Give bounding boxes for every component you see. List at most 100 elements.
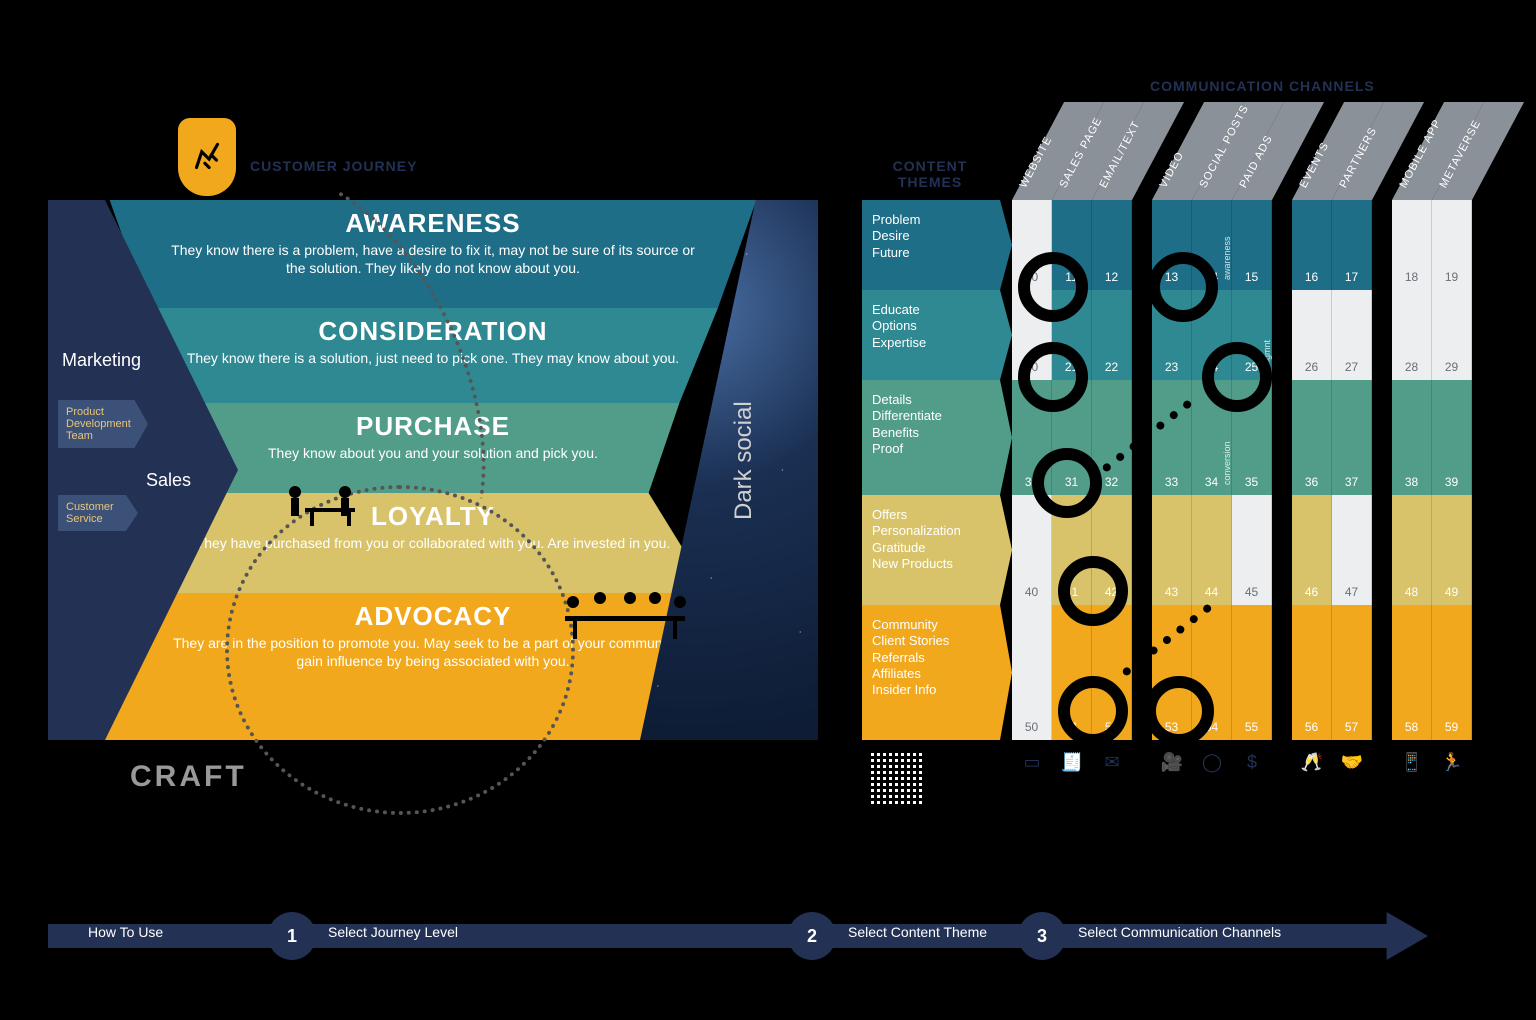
channel-header: MOBILE APP [1392, 102, 1432, 200]
step-2-circle: 2 [788, 912, 836, 960]
cell-57: 57 [1332, 605, 1372, 740]
theme-line: Options [872, 318, 1002, 334]
step-1-circle: 1 [268, 912, 316, 960]
theme-line: Proof [872, 441, 1002, 457]
step-3-label: Select Communication Channels [1078, 924, 1281, 940]
vertical-label-awareness: awareness [1222, 236, 1232, 280]
channel-icon: 🏃 [1432, 748, 1472, 776]
highlight-ring [1148, 252, 1218, 322]
channel-icon: ▭ [1012, 748, 1052, 776]
theme-line: Client Stories [872, 633, 1002, 649]
highlight-ring [1058, 676, 1128, 746]
theme-line: Personalization [872, 523, 1002, 539]
how-to-use-label: How To Use [88, 924, 163, 940]
step-2-label: Select Content Theme [848, 924, 987, 940]
channel-icon: ✉ [1092, 748, 1132, 776]
cell-55: 55 [1232, 605, 1272, 740]
theme-line: Community [872, 617, 1002, 633]
channel-header: EVENTS [1292, 102, 1332, 200]
cell-22: 22 [1092, 290, 1132, 380]
communication-channels-title: COMMUNICATION CHANNELS [1150, 78, 1375, 94]
cell-46: 46 [1292, 495, 1332, 605]
highlight-ring [1032, 448, 1102, 518]
channel-col-paid-ads: PAID ADS1525354555 [1232, 200, 1272, 740]
group-table-icon [555, 590, 695, 645]
customer-journey-title: CUSTOMER JOURNEY [250, 158, 417, 174]
theme-line: Future [872, 245, 1002, 261]
cell-59: 59 [1432, 605, 1472, 740]
vertical-label-conversion: conversion [1222, 441, 1232, 485]
channel-header: METAVERSE [1432, 102, 1472, 200]
theme-line: Details [872, 392, 1002, 408]
highlight-ring [1018, 252, 1088, 322]
cell-12: 12 [1092, 200, 1132, 290]
cell-16: 16 [1292, 200, 1332, 290]
step-3-circle: 3 [1018, 912, 1066, 960]
theme-line: Benefits [872, 425, 1002, 441]
theme-line: Affiliates [872, 666, 1002, 682]
cell-44: 44 [1192, 495, 1232, 605]
channel-header: SOCIAL POSTS [1192, 102, 1232, 200]
cell-38: 38 [1392, 380, 1432, 495]
theme-line: Offers [872, 507, 1002, 523]
cell-26: 26 [1292, 290, 1332, 380]
cell-43: 43 [1152, 495, 1192, 605]
step-figure-icon [293, 864, 333, 914]
cell-17: 17 [1332, 200, 1372, 290]
cell-33: 33 [1152, 380, 1192, 495]
qr-code [868, 752, 923, 807]
channel-icon: 🧾 [1052, 748, 1092, 776]
channel-icon: 🎥 [1152, 748, 1192, 776]
cell-47: 47 [1332, 495, 1372, 605]
cell-28: 28 [1392, 290, 1432, 380]
cell-36: 36 [1292, 380, 1332, 495]
theme-line: Insider Info [872, 682, 1002, 698]
channel-icon: $ [1232, 748, 1272, 776]
theme-line: Educate [872, 302, 1002, 318]
cell-29: 29 [1432, 290, 1472, 380]
craft-label: CRAFT [130, 760, 247, 794]
cell-56: 56 [1292, 605, 1332, 740]
cell-45: 45 [1232, 495, 1272, 605]
highlight-ring [1144, 676, 1214, 746]
step-1-label: Select Journey Level [328, 924, 458, 940]
cell-15: 15 [1232, 200, 1272, 290]
highlight-ring [1202, 342, 1272, 412]
cell-58: 58 [1392, 605, 1432, 740]
theme-line: Problem [872, 212, 1002, 228]
channel-col-mobile-app: MOBILE APP1828384858 [1392, 200, 1432, 740]
theme-row-0: ProblemDesireFuture [862, 200, 1012, 290]
channel-icon: 🥂 [1292, 748, 1332, 776]
channel-icon: ◯ [1192, 748, 1232, 776]
channel-col-events: EVENTS1626364656 [1292, 200, 1332, 740]
product-dev-arrow: Product Development Team [58, 400, 148, 448]
journey-path-lower [225, 485, 575, 815]
theme-line: Gratitude [872, 540, 1002, 556]
theme-row-1: EducateOptionsExpertise [862, 290, 1012, 380]
content-themes-title: CONTENT THEMES [860, 158, 1000, 190]
channel-header: PAID ADS [1232, 102, 1272, 200]
footer: How To Use 1 Select Journey Level 2 Sele… [48, 912, 1428, 960]
theme-line: Referrals [872, 650, 1002, 666]
channel-icon: 📱 [1392, 748, 1432, 776]
theme-row-2: DetailsDifferentiateBenefitsProof [862, 380, 1012, 495]
cell-49: 49 [1432, 495, 1472, 605]
climber-badge [178, 118, 236, 196]
cell-48: 48 [1392, 495, 1432, 605]
channel-icon: 🤝 [1332, 748, 1372, 776]
channel-header: EMAIL/TEXT [1092, 102, 1132, 200]
sales-label: Sales [146, 470, 191, 491]
channel-header: WEBSITE [1012, 102, 1052, 200]
theme-line: Desire [872, 228, 1002, 244]
cell-19: 19 [1432, 200, 1472, 290]
channel-header: VIDEO [1152, 102, 1192, 200]
channel-col-metaverse: METAVERSE1929394959 [1432, 200, 1472, 740]
theme-row-4: CommunityClient StoriesReferralsAffiliat… [862, 605, 1012, 740]
marketing-label: Marketing [62, 350, 141, 371]
theme-line: New Products [872, 556, 1002, 572]
cell-50: 50 [1012, 605, 1052, 740]
dark-social-label: Dark social [730, 401, 758, 520]
theme-line: Differentiate [872, 408, 1002, 424]
channel-col-partners: PARTNERS1727374757 [1332, 200, 1372, 740]
theme-line: Expertise [872, 335, 1002, 351]
